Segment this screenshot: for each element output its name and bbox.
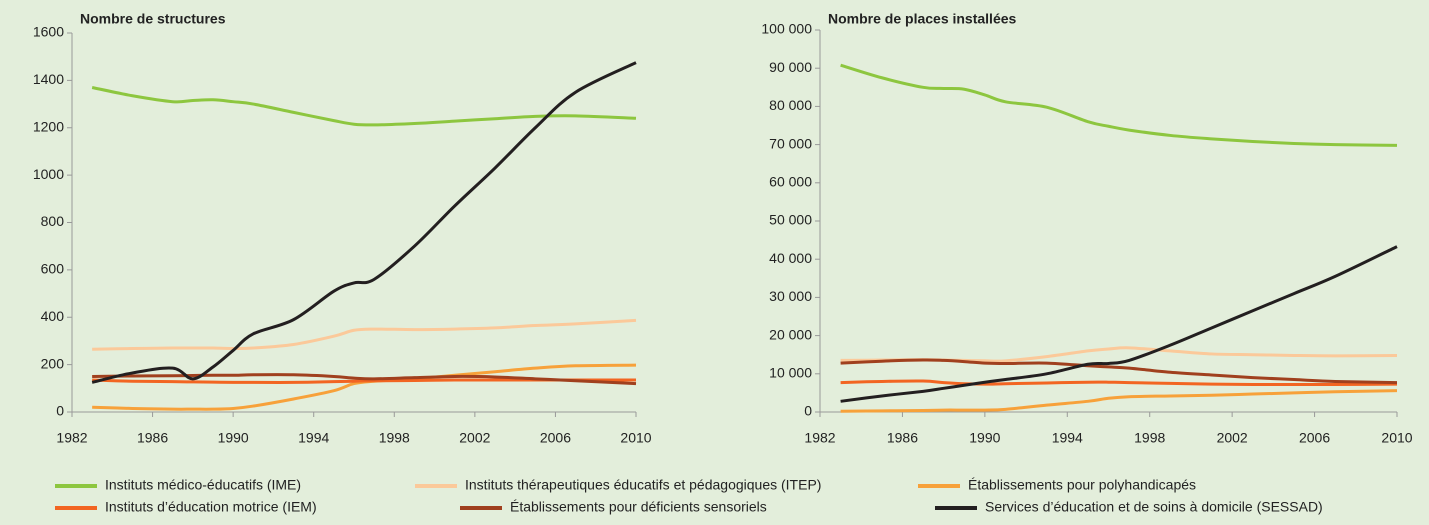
y-tick-label: 10 000 [769,365,812,381]
chart-title: Nombre de places installées [828,11,1017,27]
y-tick-label: 80 000 [769,97,812,113]
y-tick-label: 1600 [33,24,64,40]
legend-label: Instituts d’éducation motrice (IEM) [105,499,317,515]
x-tick-label: 1998 [379,430,410,446]
legend-label: Établissements pour polyhandicapés [968,477,1196,493]
y-tick-label: 800 [41,213,65,229]
y-tick-label: 70 000 [769,135,812,151]
x-tick-label: 1986 [137,430,168,446]
series-line [91,61,637,384]
y-tick-label: 20 000 [769,326,812,342]
series-line [840,63,1398,147]
y-tick-label: 50 000 [769,212,812,228]
x-tick-label: 1982 [804,430,835,446]
y-tick-label: 200 [41,355,65,371]
legend-label: Instituts thérapeutiques éducatifs et pé… [465,477,821,493]
x-tick-label: 2010 [1381,430,1412,446]
legend-label: Instituts médico-éducatifs (IME) [105,477,301,493]
legend-label: Établissements pour déficients sensoriel… [510,499,767,515]
y-tick-label: 1000 [33,166,64,182]
y-tick-label: 0 [804,403,812,419]
x-tick-label: 1998 [1134,430,1165,446]
series-line [840,358,1398,385]
series-line [91,86,637,127]
legend-label: Services d’éducation et de soins à domic… [985,499,1323,515]
y-tick-label: 0 [56,403,64,419]
x-tick-label: 1990 [218,430,249,446]
series-line [92,378,636,384]
series-line [92,363,637,411]
y-tick-label: 100 000 [761,21,812,37]
y-tick-label: 1400 [33,71,64,87]
x-tick-label: 1982 [56,430,87,446]
y-tick-label: 600 [41,261,65,277]
y-tick-label: 90 000 [769,59,812,75]
x-tick-label: 1986 [887,430,918,446]
y-tick-label: 400 [41,308,65,324]
y-tick-label: 30 000 [769,288,812,304]
series-line [840,245,1398,403]
chart-title: Nombre de structures [80,11,226,27]
series-line [840,389,1398,413]
x-tick-label: 1990 [969,430,1000,446]
x-tick-label: 2010 [620,430,651,446]
y-tick-label: 40 000 [769,250,812,266]
y-tick-label: 1200 [33,118,64,134]
series-line [840,379,1398,387]
x-tick-label: 2006 [540,430,571,446]
x-tick-label: 1994 [298,430,329,446]
series-line [92,318,637,351]
x-tick-label: 1994 [1052,430,1083,446]
x-tick-label: 2002 [459,430,490,446]
x-tick-label: 2002 [1217,430,1248,446]
x-tick-label: 2006 [1299,430,1330,446]
y-tick-label: 60 000 [769,174,812,190]
